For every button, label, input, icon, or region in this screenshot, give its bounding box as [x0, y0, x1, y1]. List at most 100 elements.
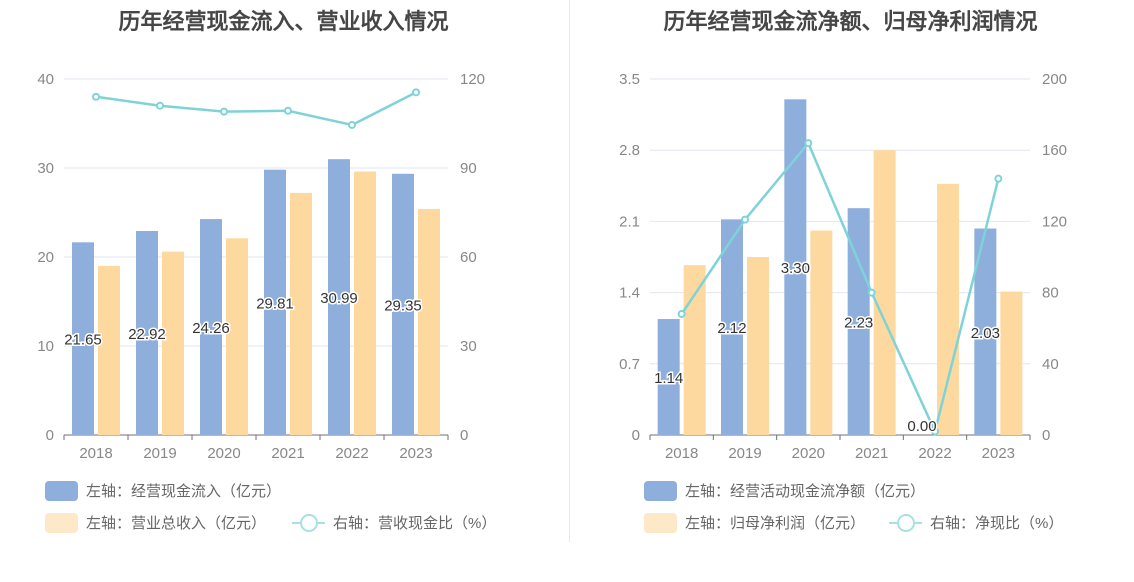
legend-item-ratio[interactable]: 右轴：营收现金比（%） — [292, 512, 496, 533]
y-right-tick-label: 200 — [1042, 71, 1067, 88]
legend-item-revenue[interactable]: 左轴：营业总收入（亿元） — [45, 512, 266, 533]
line-point — [284, 106, 292, 115]
bar-data-label: 0.00 — [907, 418, 936, 435]
chart-right-plot: 0 0.7 1.4 2.1 2.8 3.5 0 40 80 120 160 200 2018 2019 20… — [619, 71, 1067, 462]
bar-series-2 — [937, 183, 959, 435]
bar-data-label: 2.23 — [844, 315, 873, 332]
legend-label: 左轴：营业总收入（亿元） — [86, 515, 267, 532]
bar-series-2 — [226, 238, 248, 435]
chart-left-plot: 0 10 20 30 40 0 30 60 90 120 2018 2019 2020 2021 2022 2… — [37, 71, 485, 462]
line-point — [348, 120, 356, 129]
bar-series-1 — [721, 219, 743, 435]
bar-data-label: 1.14 — [654, 370, 683, 387]
x-tick-label: 2018 — [79, 445, 112, 462]
y-left-tick-label: 10 — [37, 338, 54, 355]
x-tick-label: 2018 — [665, 445, 698, 462]
line-series-ratio — [95, 91, 417, 127]
bar-series-2 — [418, 208, 440, 435]
x-tick-label: 2020 — [792, 445, 825, 462]
legend-label: 左轴：经营现金流入（亿元） — [86, 483, 282, 500]
y-right-tick-label: 90 — [460, 160, 477, 177]
bar-series-1 — [328, 159, 350, 435]
bar-series-2 — [747, 257, 769, 435]
y-right-tick-label: 160 — [1042, 142, 1067, 159]
bar-series-2 — [98, 265, 120, 435]
bar-data-label: 2.12 — [717, 320, 746, 337]
y-left-tick-label: 1.4 — [619, 285, 640, 302]
legend-swatch-blue — [45, 480, 78, 501]
line-point — [994, 174, 1003, 183]
y-left-tick-label: 0 — [46, 427, 54, 444]
y-left-tick-label: 2.8 — [619, 142, 640, 159]
bar-series-2 — [1000, 291, 1023, 435]
bar-series-1 — [974, 228, 997, 435]
x-tick-label: 2021 — [855, 445, 888, 462]
chart-title: 历年经营现金流入、营业收入情况 — [118, 9, 449, 34]
legend-item-net-cash-flow[interactable]: 左轴：经营活动现金流净额（亿元） — [644, 480, 925, 501]
y-right-tick-label: 40 — [1042, 356, 1059, 373]
y-right-tick-label: 120 — [460, 71, 485, 88]
bar-series-2 — [810, 230, 833, 435]
y-right-tick-label: 120 — [1042, 213, 1067, 230]
legend-item-ratio[interactable]: 右轴：净现比（%） — [889, 512, 1063, 533]
x-tick-label: 2021 — [271, 445, 304, 462]
y-left-tick-label: 0 — [632, 427, 640, 444]
y-right-tick-label: 60 — [460, 249, 477, 266]
line-point — [412, 88, 420, 97]
bar-series-1 — [72, 242, 94, 435]
bar-data-label: 21.65 — [64, 332, 102, 349]
bar-series-1 — [200, 219, 222, 435]
bar-series-2 — [873, 150, 896, 435]
line-series-ratio — [680, 140, 1000, 436]
x-tick-label: 2023 — [399, 445, 432, 462]
line-point — [156, 101, 164, 110]
bar-data-label: 29.35 — [384, 297, 422, 314]
y-left-tick-label: 2.1 — [619, 213, 640, 230]
legend-swatch-orange — [644, 512, 677, 533]
bar-series-2 — [354, 171, 376, 435]
bar-data-label: 29.81 — [256, 295, 294, 312]
bar-data-label: 30.99 — [320, 290, 358, 307]
y-right-tick-label: 30 — [460, 338, 477, 355]
bar-data-label: 22.92 — [128, 326, 166, 343]
legend-label: 左轴：归母净利润（亿元） — [685, 515, 866, 532]
legend-item-cash-inflow[interactable]: 左轴：经营现金流入（亿元） — [45, 480, 281, 501]
bar-series-2 — [683, 265, 706, 435]
bar-series-2 — [290, 192, 312, 435]
x-tick-label: 2022 — [335, 445, 368, 462]
x-tick-label: 2019 — [143, 445, 176, 462]
panel-divider — [569, 0, 570, 542]
line-point — [867, 288, 876, 297]
chart-title: 历年经营现金流净额、归母净利润情况 — [663, 9, 1038, 34]
y-right-tick-label: 0 — [460, 427, 468, 444]
legend-line-marker-icon — [889, 513, 922, 533]
y-left-tick-label: 20 — [37, 249, 54, 266]
bar-series-1 — [784, 99, 807, 435]
legend-label: 右轴：净现比（%） — [930, 515, 1064, 532]
bar-data-label: 2.03 — [971, 325, 1000, 342]
x-tick-label: 2019 — [728, 445, 761, 462]
y-right-tick-label: 80 — [1042, 285, 1059, 302]
bar-data-label: 3.30 — [781, 260, 810, 277]
bar-series-1 — [657, 319, 680, 435]
bar-series-1 — [392, 173, 414, 435]
y-right-tick-label: 0 — [1042, 427, 1050, 444]
bar-series-2 — [162, 251, 184, 435]
legend-swatch-blue — [644, 480, 677, 501]
legend-label: 右轴：营收现金比（%） — [333, 515, 497, 532]
chart-panel-right: 历年经营现金流净额、归母净利润情况 0 0.7 1.4 2.1 2.8 3.5 0 40 80 1… — [567, 0, 1134, 582]
bar-series-1 — [136, 231, 158, 435]
x-tick-label: 2020 — [207, 445, 240, 462]
y-left-tick-label: 0.7 — [619, 356, 640, 373]
x-tick-label: 2022 — [918, 445, 951, 462]
line-point — [92, 92, 100, 101]
line-point — [220, 107, 228, 116]
bar-series-1 — [264, 169, 286, 436]
legend-item-net-profit[interactable]: 左轴：归母净利润（亿元） — [644, 512, 865, 533]
legend-swatch-orange — [45, 512, 78, 533]
legend-line-marker-icon — [292, 513, 325, 533]
chart-panel-left: 历年经营现金流入、营业收入情况 0 10 20 30 40 0 30 60 90 120 2018 2… — [37, 9, 496, 533]
y-left-tick-label: 40 — [37, 71, 54, 88]
line-point — [677, 309, 686, 318]
bar-series-1 — [847, 208, 870, 435]
